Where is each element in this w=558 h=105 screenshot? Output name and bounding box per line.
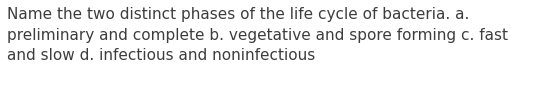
Text: Name the two distinct phases of the life cycle of bacteria. a.
preliminary and c: Name the two distinct phases of the life…: [7, 7, 508, 63]
